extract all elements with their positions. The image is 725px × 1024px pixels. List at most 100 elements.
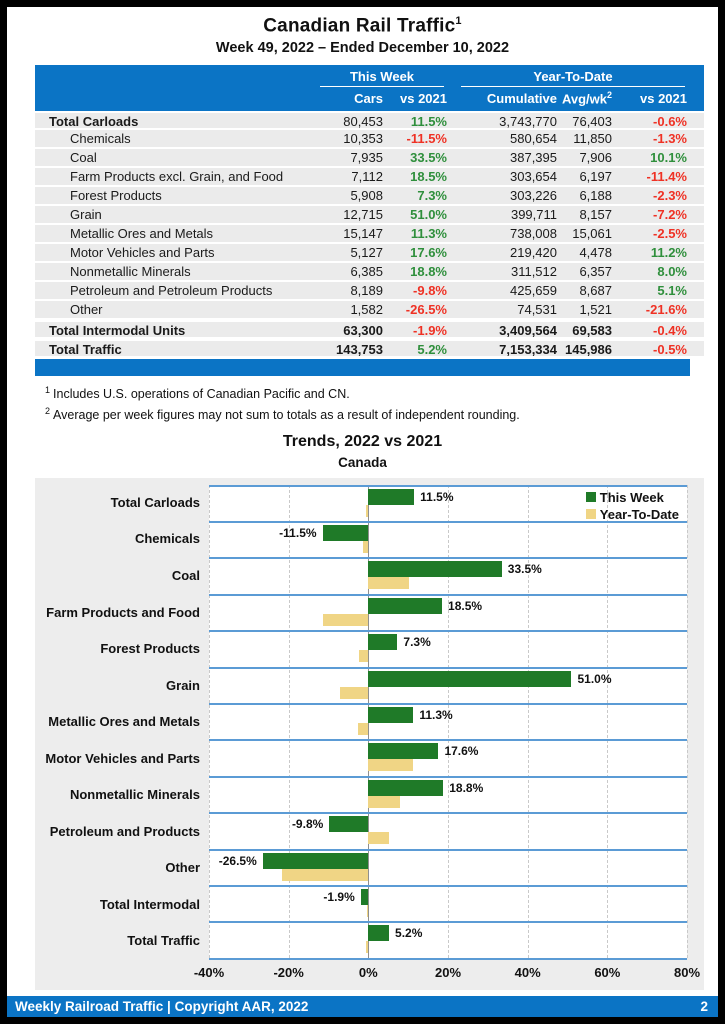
table-cell-label: Nonmetallic Minerals	[70, 264, 191, 280]
chart-category-label: Forest Products	[100, 641, 200, 657]
chart-category-labels: Total Carloads Chemicals Coal Farm Products…	[35, 485, 209, 960]
footnote-2-marker: 2	[45, 406, 51, 417]
table-cell-avg-wk: 8,687	[579, 283, 612, 299]
chart-category-label: Nonmetallic Minerals	[69, 787, 200, 803]
table-cell-tw-pct: 18.5%	[410, 169, 447, 185]
bar-value-label: 18.5%	[448, 598, 483, 613]
chart-category-label: Chemicals	[134, 531, 200, 547]
year-to-date-bar	[282, 868, 369, 881]
table-cell-tw-pct: 11.5%	[410, 114, 447, 130]
footnote-2: 2 Average per week figures may not sum to…	[45, 406, 718, 422]
chart-band: 5.2%	[209, 921, 687, 957]
traffic-table: This Week Year-To-Date Cars vs 2021 Cumu…	[35, 65, 704, 359]
table-group-header-row: This Week Year-To-Date	[35, 65, 687, 88]
table-cell-tw-pct: 7.3%	[417, 188, 447, 204]
table-cell-ytd-pct: -0.5%	[653, 342, 687, 358]
table-cell-label: Chemicals	[70, 131, 131, 147]
chart-band: 18.8%	[209, 775, 687, 812]
this-week-bar	[360, 888, 369, 905]
group-header-year-to-date: Year-To-Date	[461, 69, 685, 88]
table-cell-cumulative: 3,409,564	[499, 323, 557, 339]
table-cell-cumulative: 738,008	[510, 226, 557, 242]
this-week-bar	[322, 525, 369, 542]
chart-band: 17.6%	[209, 739, 687, 775]
chart-band: 33.5%	[209, 557, 687, 593]
year-to-date-bar	[359, 650, 369, 663]
legend-label-this-week: This Week	[599, 489, 664, 505]
this-week-bar	[368, 779, 444, 796]
bar-value-label: 51.0%	[577, 671, 612, 686]
this-week-bar	[262, 852, 369, 869]
table-cell-cars: 6,385	[350, 264, 383, 280]
page-title-text: Canadian Rail Traffic	[263, 15, 456, 37]
year-to-date-bar	[366, 904, 369, 917]
column-header-ytd-vs-2021: vs 2021	[640, 90, 687, 106]
table-cell-avg-wk: 6,357	[579, 264, 612, 280]
table-cell-cumulative: 219,420	[510, 245, 557, 261]
table-cell-cars: 80,453	[343, 114, 383, 130]
table-row: Motor Vehicles and Parts 5,127 17.6% 219,42…	[35, 244, 704, 264]
bar-value-label: 11.3%	[419, 707, 453, 722]
chart-category-label: Motor Vehicles and Parts	[45, 750, 200, 766]
table-cell-avg-wk: 8,157	[579, 207, 612, 223]
chart-header: Trends, 2022 vs 2021 Canada	[7, 433, 718, 470]
axis-tick-label: 0%	[358, 964, 378, 980]
table-cell-ytd-pct: 8.0%	[657, 264, 687, 280]
year-to-date-bar	[366, 941, 369, 954]
chart-category-label: Grain	[166, 677, 200, 693]
chart-band: 51.0%	[209, 666, 687, 703]
table-row: Total Traffic 143,753 5.2% 7,153,334 145,986…	[35, 339, 704, 359]
table-row: Petroleum and Petroleum Products 8,189 -9.…	[35, 282, 704, 302]
trends-chart: Total Carloads Chemicals Coal Farm Products…	[35, 477, 704, 990]
table-cell-cars: 12,715	[343, 207, 383, 223]
table-cell-ytd-pct: -0.4%	[653, 323, 687, 339]
chart-band: 11.5%	[209, 484, 687, 521]
table-row: Other 1,582 -26.5% 74,531 1,521 -21.6%	[35, 301, 704, 321]
table-cell-ytd-pct: -2.3%	[653, 188, 687, 204]
chart-bands: 11.5% -11.5% 33.5% 18.5% 7.3% 51.0% 11.3% 17.6%…	[209, 484, 687, 958]
table-cell-avg-wk: 1,521	[579, 302, 612, 318]
table-cell-tw-pct: 51.0%	[410, 207, 447, 223]
footer-page-number: 2	[700, 999, 708, 1014]
this-week-bar	[368, 561, 502, 578]
footnote-2-text: Average per week figures may not sum to …	[53, 408, 520, 423]
chart-category-label: Farm Products and Food	[46, 604, 200, 620]
chart-category-label: Total Intermodal	[99, 896, 200, 912]
chart-band: 11.3%	[209, 702, 687, 739]
this-week-bar	[368, 925, 390, 942]
bar-value-label: 5.2%	[395, 926, 423, 941]
bar-value-label: -11.5%	[279, 526, 317, 541]
table-cell-label: Metallic Ores and Metals	[70, 226, 214, 242]
chart-band: -11.5%	[209, 521, 687, 557]
table-cell-cars: 10,353	[343, 131, 383, 147]
year-to-date-bar	[368, 577, 409, 590]
report-header: Canadian Rail Traffic1 Week 49, 2022 – E…	[7, 7, 718, 56]
table-cell-tw-pct: 33.5%	[410, 150, 447, 166]
chart-legend: This Week Year-To-Date	[585, 489, 679, 523]
table-cell-ytd-pct: -0.6%	[653, 114, 687, 130]
table-cell-cars: 15,147	[343, 226, 383, 242]
bar-value-label: -1.9%	[323, 889, 355, 904]
chart-category-label: Petroleum and Products	[49, 823, 200, 839]
table-cell-tw-pct: 17.6%	[410, 245, 447, 261]
this-week-bar	[329, 816, 369, 833]
bar-value-label: 33.5%	[507, 562, 542, 577]
table-cell-tw-pct: -26.5%	[405, 302, 447, 318]
bar-value-label: 11.5%	[420, 489, 454, 504]
year-to-date-bar	[368, 832, 389, 845]
table-cell-cumulative: 425,659	[510, 283, 557, 299]
chart-category-label: Other	[165, 860, 200, 876]
table-row: Forest Products 5,908 7.3% 303,226 6,188 -2.3…	[35, 187, 704, 207]
table-cell-avg-wk: 11,850	[573, 131, 612, 147]
table-cell-avg-wk: 15,061	[572, 226, 612, 242]
table-cell-ytd-pct: -1.3%	[653, 131, 687, 147]
table-cell-cumulative: 303,226	[510, 188, 557, 204]
table-cell-cumulative: 399,711	[510, 207, 557, 223]
table-header: This Week Year-To-Date Cars vs 2021 Cumu…	[35, 65, 704, 112]
page-subtitle: Week 49, 2022 – Ended December 10, 2022	[215, 40, 510, 57]
table-cell-cumulative: 303,654	[510, 169, 557, 185]
year-to-date-bar	[322, 613, 369, 626]
table-row: Total Intermodal Units 63,300 -1.9% 3,409,5…	[35, 320, 704, 340]
table-cell-cars: 7,935	[350, 150, 383, 166]
